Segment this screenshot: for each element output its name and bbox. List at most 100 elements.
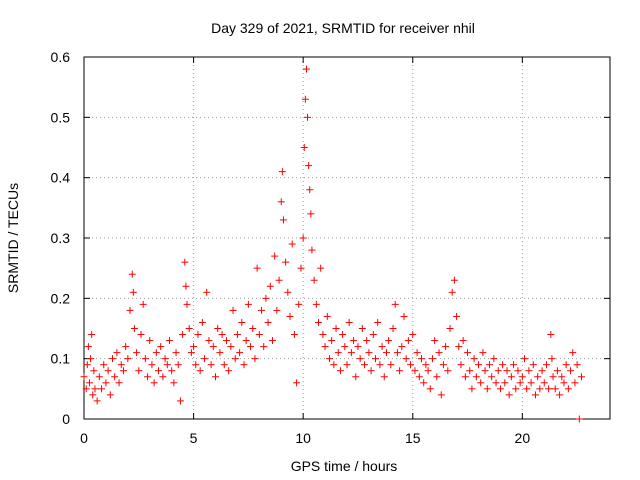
data-point — [301, 95, 309, 103]
data-point — [182, 282, 190, 290]
data-point — [176, 397, 184, 405]
data-point — [273, 306, 281, 314]
data-point — [302, 65, 310, 73]
data-point — [240, 361, 248, 369]
data-point — [277, 198, 285, 206]
data-point — [115, 379, 123, 387]
data-point — [385, 337, 393, 345]
data-point — [129, 288, 137, 296]
data-point — [347, 349, 355, 357]
data-point — [251, 355, 259, 363]
data-point — [477, 379, 485, 387]
data-point — [295, 300, 303, 308]
data-point — [163, 361, 171, 369]
data-point — [444, 367, 452, 375]
data-point — [431, 337, 439, 345]
data-point — [304, 113, 312, 121]
data-point — [146, 337, 154, 345]
data-point — [161, 355, 169, 363]
y-axis-label: SRMTID / TECUs — [5, 183, 21, 293]
data-point — [523, 385, 531, 393]
data-point — [521, 355, 529, 363]
data-point — [141, 355, 149, 363]
data-point — [380, 373, 388, 381]
data-point — [222, 337, 230, 345]
data-points — [80, 65, 586, 423]
data-point — [179, 331, 187, 339]
data-point — [567, 367, 575, 375]
data-point — [247, 343, 255, 351]
data-point — [387, 361, 395, 369]
data-point — [84, 343, 92, 351]
data-point — [496, 385, 504, 393]
data-point — [82, 385, 90, 393]
data-point — [323, 312, 331, 320]
data-point — [503, 367, 511, 375]
data-point — [560, 379, 568, 387]
data-point — [361, 361, 369, 369]
data-point — [510, 361, 518, 369]
data-point — [203, 288, 211, 296]
data-point — [165, 337, 173, 345]
data-point — [490, 355, 498, 363]
data-point — [279, 216, 287, 224]
data-point — [483, 385, 491, 393]
data-point — [562, 361, 570, 369]
data-point — [556, 391, 564, 399]
data-point — [268, 337, 276, 345]
data-point — [525, 367, 533, 375]
data-point — [455, 343, 463, 351]
data-point — [492, 379, 500, 387]
data-point — [514, 367, 522, 375]
x-tick-label: 15 — [405, 430, 421, 446]
data-point — [286, 312, 294, 320]
data-point — [466, 367, 474, 375]
data-point — [122, 343, 130, 351]
data-point — [371, 355, 379, 363]
data-point — [442, 343, 450, 351]
y-tick-labels: 0 0.1 0.2 0.3 0.4 0.5 0.6 — [51, 49, 71, 427]
data-point — [374, 318, 382, 326]
data-point — [152, 349, 160, 357]
y-tick-label: 0.5 — [51, 109, 71, 125]
data-point — [83, 361, 91, 369]
data-point — [98, 385, 106, 393]
data-point — [258, 306, 266, 314]
data-point — [450, 276, 458, 284]
data-point — [330, 361, 338, 369]
data-point — [396, 367, 404, 375]
data-point — [343, 361, 351, 369]
data-point — [190, 343, 198, 351]
data-point — [369, 331, 377, 339]
axis-ticks — [83, 56, 610, 420]
data-point — [367, 367, 375, 375]
data-point — [216, 349, 224, 357]
data-point — [209, 343, 217, 351]
data-point — [315, 318, 323, 326]
data-point — [159, 373, 167, 381]
data-point — [422, 361, 430, 369]
data-point — [485, 361, 493, 369]
data-point — [542, 361, 550, 369]
data-point — [214, 325, 222, 332]
data-point — [341, 343, 349, 351]
data-point — [578, 373, 586, 381]
data-point — [538, 367, 546, 375]
data-point — [231, 355, 239, 363]
data-point — [470, 355, 478, 363]
data-point — [196, 367, 204, 375]
data-point — [93, 397, 101, 405]
data-point — [468, 385, 476, 393]
data-point — [415, 373, 423, 381]
data-point — [299, 234, 307, 242]
data-point — [459, 337, 467, 345]
data-point — [507, 373, 515, 381]
data-point — [102, 379, 110, 387]
data-point — [183, 300, 191, 308]
data-point — [564, 385, 572, 393]
data-point — [91, 385, 99, 393]
data-point — [325, 355, 333, 363]
data-point — [529, 361, 537, 369]
data-point — [174, 361, 182, 369]
